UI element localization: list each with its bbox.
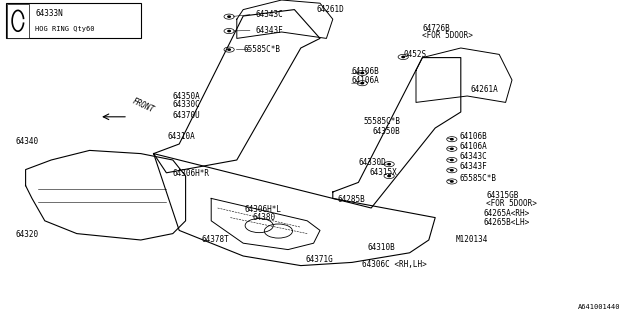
Text: 64106B: 64106B (352, 67, 380, 76)
Text: 65585C*B: 65585C*B (460, 174, 497, 183)
Text: 64310B: 64310B (368, 244, 396, 252)
Circle shape (228, 16, 230, 17)
Text: 64340: 64340 (16, 137, 39, 146)
Text: 64261A: 64261A (470, 85, 498, 94)
Text: 64378T: 64378T (202, 235, 229, 244)
Text: 64320: 64320 (16, 230, 39, 239)
Text: A641001440: A641001440 (579, 304, 621, 310)
Circle shape (388, 164, 390, 165)
Circle shape (451, 139, 453, 140)
Text: <FOR 5DOOR>: <FOR 5DOOR> (486, 199, 537, 208)
Text: 64343C: 64343C (460, 152, 487, 161)
Circle shape (402, 56, 404, 58)
Text: 0452S: 0452S (403, 50, 426, 59)
Text: HOG RING Qty60: HOG RING Qty60 (35, 26, 95, 32)
Circle shape (451, 170, 453, 171)
Bar (6, 3, 141, 38)
Circle shape (451, 148, 453, 149)
Bar (7, 4, 29, 38)
Circle shape (388, 175, 390, 177)
Text: 64285B: 64285B (337, 195, 365, 204)
Text: 64371G: 64371G (306, 255, 333, 264)
Text: 64265A<RH>: 64265A<RH> (483, 209, 529, 218)
Text: 64330D: 64330D (358, 158, 386, 167)
Text: 64333N: 64333N (35, 9, 63, 18)
Text: 64350A: 64350A (173, 92, 200, 100)
Text: 64330C: 64330C (173, 100, 200, 109)
Text: 64306H*R: 64306H*R (173, 169, 210, 178)
Circle shape (451, 159, 453, 161)
Circle shape (451, 181, 453, 182)
Text: 64261D: 64261D (317, 5, 344, 14)
Text: 64350B: 64350B (372, 127, 400, 136)
Text: 64106B: 64106B (460, 132, 487, 141)
Text: 65585C*B: 65585C*B (243, 45, 280, 54)
Text: 64726B: 64726B (422, 24, 450, 33)
Circle shape (361, 72, 364, 74)
Text: 64265B<LH>: 64265B<LH> (483, 218, 529, 227)
Text: 64315X: 64315X (370, 168, 397, 177)
Text: FRONT: FRONT (131, 97, 156, 115)
Text: 55585C*B: 55585C*B (364, 117, 401, 126)
Text: 64310A: 64310A (168, 132, 195, 141)
Text: 64306C <RH,LH>: 64306C <RH,LH> (362, 260, 426, 269)
Text: 64306H*L: 64306H*L (244, 205, 282, 214)
Circle shape (361, 83, 364, 84)
Text: 64343F: 64343F (256, 26, 284, 35)
Text: 64370U: 64370U (173, 111, 200, 120)
Text: <FOR 5DOOR>: <FOR 5DOOR> (422, 31, 473, 40)
Circle shape (228, 49, 230, 50)
Text: 64106A: 64106A (352, 76, 380, 85)
Circle shape (228, 30, 230, 32)
Text: 64315GB: 64315GB (486, 191, 519, 200)
Text: 64380: 64380 (253, 213, 276, 222)
Text: 64343F: 64343F (460, 162, 487, 171)
Text: 64106A: 64106A (460, 142, 487, 151)
Text: M120134: M120134 (456, 235, 488, 244)
Text: 64343C: 64343C (256, 10, 284, 19)
